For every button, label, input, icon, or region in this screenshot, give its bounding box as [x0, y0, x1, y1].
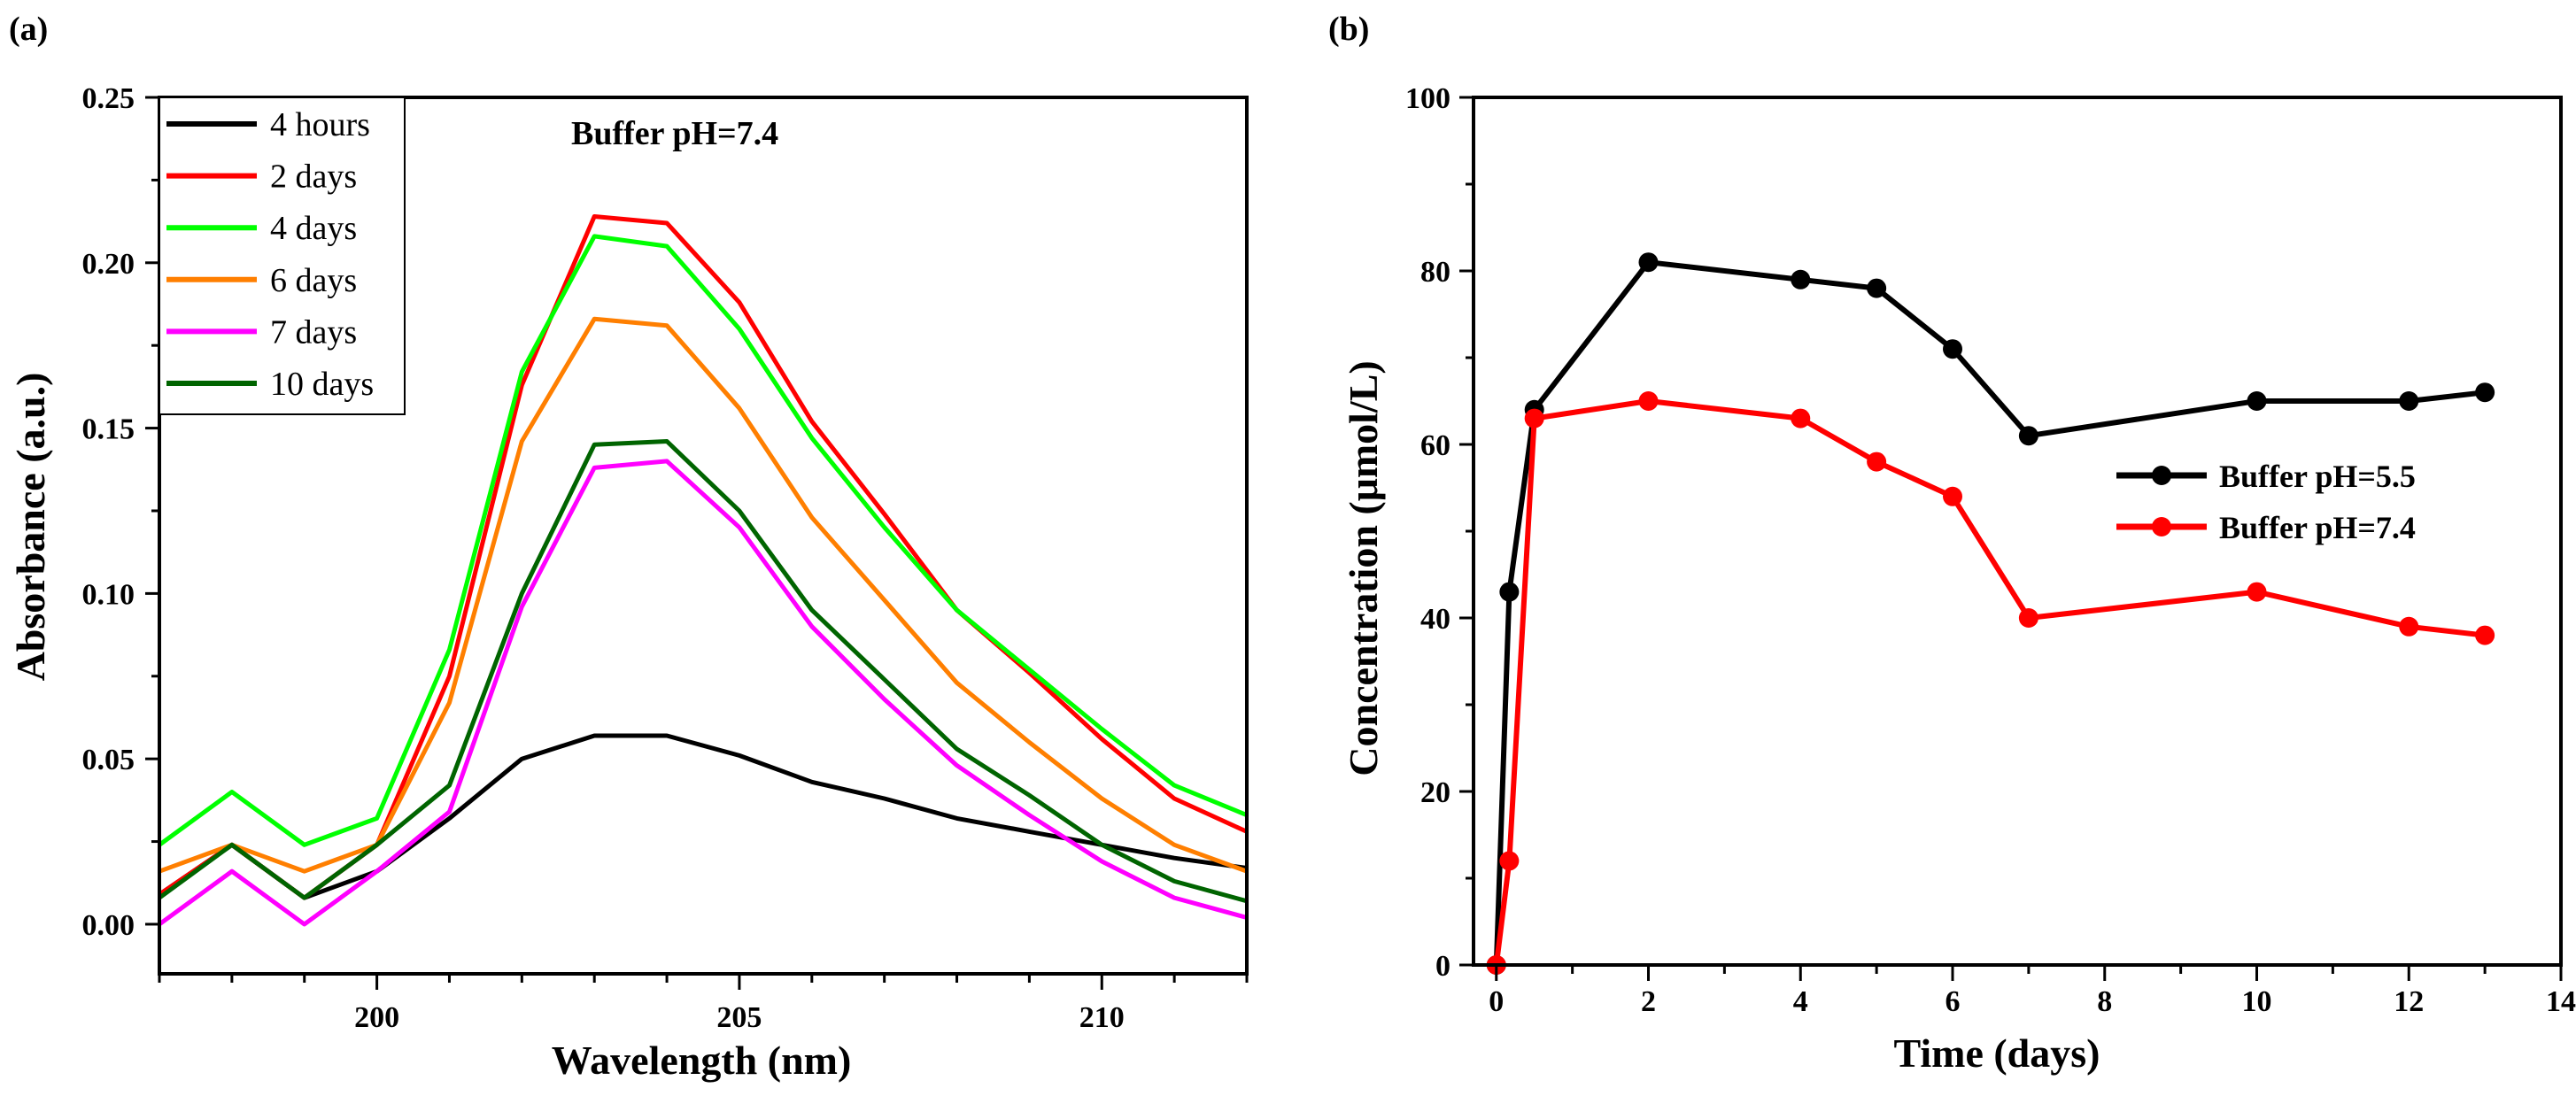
x-tick-label-210: 210 — [1079, 1001, 1125, 1034]
y-tick-label-40: 40 — [1420, 603, 1450, 636]
legend-label-6-days: 6 days — [270, 262, 357, 299]
y-tick-label-0.25: 0.25 — [82, 82, 135, 115]
data-point-ph55 — [2399, 391, 2419, 411]
series-line-4-days — [158, 234, 1248, 847]
x-tick-label-10: 10 — [2242, 985, 2272, 1018]
x-tick-label-200: 200 — [354, 1001, 399, 1034]
y-tick-label-20: 20 — [1420, 776, 1450, 809]
y-tick-label-0.10: 0.10 — [82, 578, 135, 611]
data-point-ph55 — [2475, 382, 2495, 403]
data-point-ph55 — [2247, 391, 2267, 411]
series-line-7-days — [158, 459, 1248, 927]
y-tick-label-0.05: 0.05 — [82, 744, 135, 776]
x-tick-label-2: 2 — [1641, 985, 1656, 1018]
y-tick-label-0.00: 0.00 — [82, 909, 135, 942]
panel-a-legend: 4 hours 2 days 4 days 6 days 7 days 10 days — [159, 96, 406, 415]
panel-b-x-axis-title: Time (days) — [1894, 1030, 2100, 1076]
panel-b-axes: 0 2 4 6 8 10 12 14 0 20 40 60 80 100 — [1405, 82, 2576, 1018]
x-tick-label-8: 8 — [2097, 985, 2112, 1018]
series-line-4-hours — [158, 733, 1248, 900]
legend-marker-ph55 — [2152, 466, 2171, 485]
panel-a-axes: 200 205 210 0.00 0.05 0.10 0.15 0.20 0.25 — [82, 82, 1249, 1034]
data-point-ph74 — [2018, 608, 2038, 628]
legend-marker-ph74 — [2152, 517, 2171, 536]
data-point-ph74 — [1791, 408, 1811, 428]
panel-a-label: (a) — [9, 11, 48, 48]
panel-b-label: (b) — [1328, 11, 1369, 48]
data-point-ph55 — [1638, 252, 1659, 273]
panel-a-annotation: Buffer pH=7.4 — [571, 115, 778, 152]
data-point-ph74 — [2475, 625, 2495, 645]
y-tick-label-80: 80 — [1420, 256, 1450, 289]
y-tick-label-0: 0 — [1435, 950, 1450, 983]
data-point-ph74 — [2399, 616, 2419, 637]
series-line-ph55 — [1493, 259, 2486, 966]
legend-label-10-days: 10 days — [270, 366, 374, 403]
data-point-ph74 — [1943, 486, 1963, 506]
data-point-ph55 — [1499, 582, 1520, 602]
x-tick-label-14: 14 — [2546, 985, 2576, 1018]
panel-b-series-group — [1486, 252, 2495, 975]
panel-b: (b) 0 2 4 6 8 10 12 14 0 20 40 60 80 100 Buffer pH=5.… — [1328, 11, 2576, 1076]
panel-a-x-axis-title: Wavelength (nm) — [552, 1038, 852, 1083]
legend-label-ph74: Buffer pH=7.4 — [2219, 510, 2416, 545]
legend-label-7-days: 7 days — [270, 313, 357, 351]
panel-b-legend: Buffer pH=5.5 Buffer pH=7.4 — [2116, 459, 2416, 545]
legend-label-4-days: 4 days — [270, 210, 357, 247]
x-tick-label-12: 12 — [2394, 985, 2424, 1018]
legend-label-4-hours: 4 hours — [270, 106, 370, 143]
panel-a: (a) 200 205 210 0.00 0.05 0.10 0.15 0.20 0.25 Bu… — [8, 11, 1249, 1083]
x-tick-label-205: 205 — [716, 1001, 762, 1034]
panel-a-frame — [158, 96, 1249, 976]
y-tick-label-0.15: 0.15 — [82, 413, 135, 446]
x-tick-label-4: 4 — [1793, 985, 1808, 1018]
data-point-ph55 — [1791, 269, 1811, 289]
y-tick-label-0.20: 0.20 — [82, 248, 135, 281]
data-point-ph55 — [2018, 426, 2038, 446]
data-point-ph74 — [2247, 582, 2267, 602]
data-point-ph55 — [1943, 339, 1963, 359]
data-point-ph74 — [1638, 391, 1659, 411]
panel-b-y-axis-title: Concentration (μmol/L) — [1341, 360, 1386, 776]
data-point-ph74 — [1867, 452, 1887, 472]
series-line-10-days — [158, 439, 1248, 904]
legend-label-ph55: Buffer pH=5.5 — [2219, 459, 2416, 494]
data-point-ph74 — [1499, 851, 1520, 871]
y-tick-label-100: 100 — [1405, 82, 1450, 115]
panel-a-series-group — [158, 214, 1249, 927]
data-point-ph74 — [1524, 408, 1544, 428]
x-tick-label-6: 6 — [1946, 985, 1961, 1018]
legend-box — [159, 96, 406, 415]
data-point-ph55 — [1867, 278, 1887, 298]
legend-label-2-days: 2 days — [270, 158, 357, 196]
series-line-6-days — [159, 316, 1248, 874]
panel-a-y-axis-title: Absorbance (a.u.) — [8, 373, 53, 682]
x-tick-label-0: 0 — [1489, 985, 1504, 1018]
y-tick-label-60: 60 — [1420, 429, 1450, 462]
